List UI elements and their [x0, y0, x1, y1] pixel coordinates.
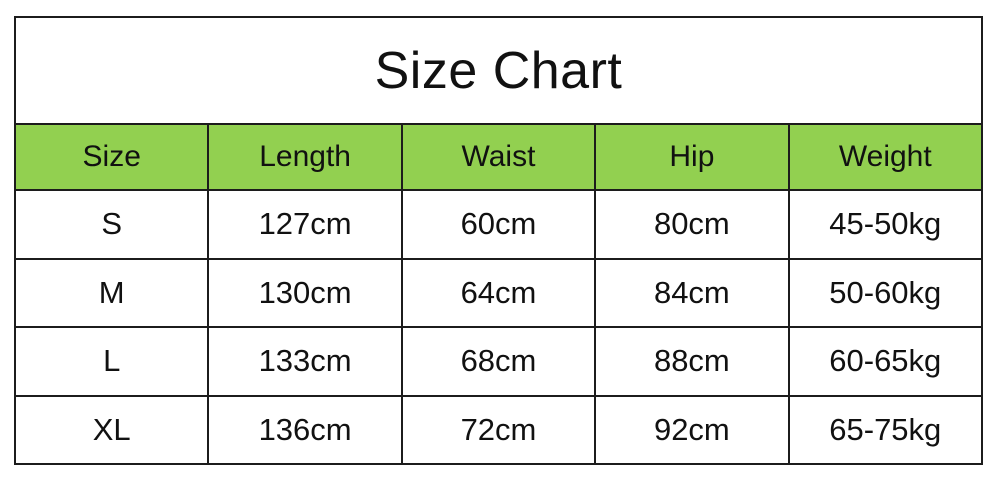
table-row-s: S 127cm 60cm 80cm 45-50kg — [13, 189, 984, 260]
table-cell: 80cm — [594, 189, 790, 260]
table-cell: XL — [13, 394, 210, 465]
size-chart-table: Size Chart Size Length Waist Hip Weight … — [13, 16, 984, 465]
header-cell-size: Size — [13, 123, 210, 191]
header-cell-hip: Hip — [594, 123, 790, 191]
table-cell: 65-75kg — [787, 394, 984, 465]
table-cell: 92cm — [594, 394, 790, 465]
header-cell-weight: Weight — [787, 123, 984, 191]
table-cell: 60-65kg — [787, 326, 984, 397]
table-cell: 130cm — [207, 257, 403, 328]
table-cell: 64cm — [400, 257, 597, 328]
table-cell: 136cm — [207, 394, 403, 465]
table-cell: 68cm — [400, 326, 597, 397]
table-cell: 72cm — [400, 394, 597, 465]
title-row: Size Chart — [14, 16, 983, 125]
table-cell: S — [13, 189, 210, 260]
table-cell: 133cm — [207, 326, 403, 397]
header-cell-length: Length — [207, 123, 403, 191]
page-title: Size Chart — [14, 16, 983, 125]
table-cell: L — [13, 326, 210, 397]
table-row-xl: XL 136cm 72cm 92cm 65-75kg — [13, 394, 984, 465]
table-row-l: L 133cm 68cm 88cm 60-65kg — [13, 326, 984, 397]
table-cell: 45-50kg — [787, 189, 984, 260]
header-row: Size Length Waist Hip Weight — [13, 123, 984, 191]
table-cell: 88cm — [594, 326, 790, 397]
table-cell: 50-60kg — [787, 257, 984, 328]
header-cell-waist: Waist — [400, 123, 597, 191]
table-row-m: M 130cm 64cm 84cm 50-60kg — [13, 257, 984, 328]
table-cell: M — [13, 257, 210, 328]
table-cell: 127cm — [207, 189, 403, 260]
table-cell: 60cm — [400, 189, 597, 260]
table-cell: 84cm — [594, 257, 790, 328]
